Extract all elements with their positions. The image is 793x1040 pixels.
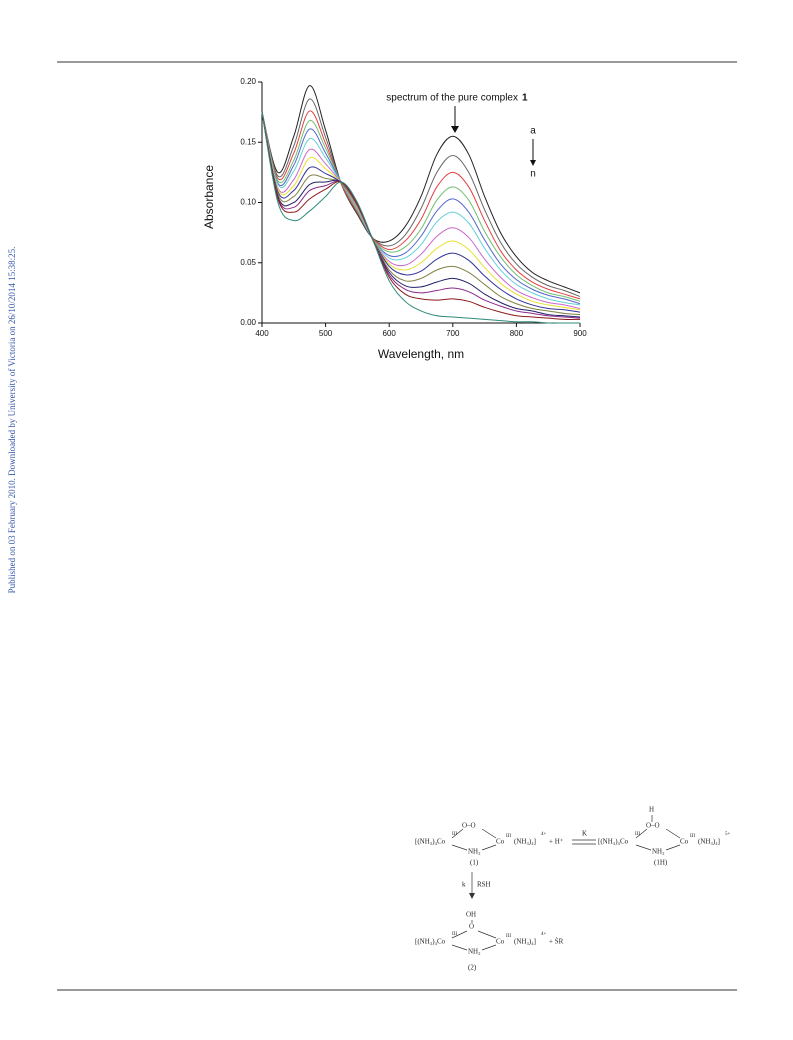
spectrum-line xyxy=(261,112,581,316)
spectrum-line xyxy=(261,112,581,305)
spectrum-line xyxy=(261,112,581,310)
scheme-text: O xyxy=(469,923,474,931)
bond xyxy=(665,828,681,839)
y-tick-label: 0.15 xyxy=(240,137,256,146)
scheme-text: O–O xyxy=(462,822,476,830)
arrow-head xyxy=(469,893,475,899)
annotation: spectrum of the pure complex xyxy=(386,93,518,104)
x-tick-label: 600 xyxy=(383,329,397,338)
scheme-text: k xyxy=(462,881,466,889)
x-tick-label: 400 xyxy=(255,329,269,338)
scheme-text: H xyxy=(649,806,654,814)
scheme-text: III xyxy=(635,832,640,837)
scheme-text: (2) xyxy=(468,964,477,972)
y-tick-label: 0.05 xyxy=(240,258,256,267)
y-tick-label: 0.10 xyxy=(240,198,256,207)
annotation-bold: 1 xyxy=(522,93,528,104)
x-tick-label: 900 xyxy=(573,329,587,338)
scheme-text: 4+ xyxy=(541,932,547,937)
scheme-text: O–O xyxy=(646,822,660,830)
scheme-text: RSH xyxy=(477,881,491,889)
spectrum-line xyxy=(261,112,580,324)
x-tick-label: 800 xyxy=(510,329,524,338)
spectrum-line xyxy=(261,112,581,306)
x-tick-label: 700 xyxy=(446,329,460,338)
scheme-text: Co xyxy=(680,838,689,846)
bond xyxy=(451,930,468,939)
scheme-text: NH₂ xyxy=(468,848,481,856)
scheme-text: III xyxy=(506,834,511,839)
y-tick-label: 0.20 xyxy=(240,77,256,86)
scheme-text: Co xyxy=(496,838,505,846)
scheme-text: Co xyxy=(496,938,505,946)
bond xyxy=(635,828,648,839)
scheme-text: (1) xyxy=(470,859,479,867)
bond xyxy=(481,844,497,851)
bond xyxy=(451,828,464,839)
scheme-text: + ṠR xyxy=(549,938,564,946)
spectrum-line xyxy=(261,98,581,297)
arrow-head xyxy=(451,126,459,133)
spectrum-line xyxy=(261,112,581,320)
scheme-text: III xyxy=(452,832,457,837)
spectrum-line xyxy=(261,112,581,313)
bond xyxy=(451,944,468,951)
y-axis-label: Absorbance xyxy=(202,165,216,229)
scheme-text: + H⁺ xyxy=(549,838,564,846)
spectrum-line xyxy=(261,112,581,318)
scheme-text: [(NH₃)₄Co xyxy=(415,838,446,846)
bond xyxy=(481,944,497,951)
spectrum-line xyxy=(261,85,581,294)
bond xyxy=(635,844,652,851)
scheme-text: (1H) xyxy=(654,859,668,867)
scheme-text: 5+ xyxy=(725,832,731,837)
scheme-text: (NH₃)₄] xyxy=(698,838,720,846)
scheme-text: (NH₃)₄] xyxy=(514,838,536,846)
arrow-head xyxy=(530,160,536,166)
scheme-text: 4+ xyxy=(541,832,547,837)
spectrum-line xyxy=(261,112,581,319)
bond xyxy=(665,844,681,851)
scheme-text: III xyxy=(690,834,695,839)
y-tick-label: 0.00 xyxy=(240,318,256,327)
spectrum-line xyxy=(261,110,581,300)
scheme-text: NH₂ xyxy=(652,848,665,856)
arrow-end: n xyxy=(530,169,536,180)
x-tick-label: 500 xyxy=(319,329,333,338)
x-axis-label: Wavelength, nm xyxy=(378,347,464,361)
scheme-text: III xyxy=(506,934,511,939)
bond xyxy=(477,930,497,939)
chart: Absorbance Wavelength, nm spectrum of th… xyxy=(202,77,587,361)
arrow-start: a xyxy=(530,126,536,137)
bond xyxy=(481,828,497,839)
scheme-text: III xyxy=(452,932,457,937)
bond xyxy=(451,844,468,851)
scheme-text: NH₂ xyxy=(468,948,481,956)
spectrum-line xyxy=(261,112,581,302)
side-note: Published on 03 February 2010. Downloade… xyxy=(7,247,17,594)
spectrum-line xyxy=(261,112,581,311)
scheme-text: [(NH₃)₄Co xyxy=(598,838,629,846)
scheme-text: K xyxy=(582,830,587,838)
scheme-text: [(NH₃)₄Co xyxy=(415,938,446,946)
scheme-text: (NH₃)₄] xyxy=(514,938,536,946)
scheme-text: OH xyxy=(466,911,476,919)
